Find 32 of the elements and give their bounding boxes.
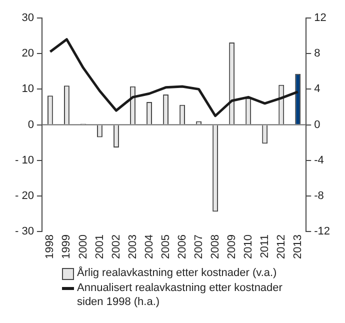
- y-tick-label: - 30: [14, 226, 34, 238]
- x-tick-label: 2004: [143, 234, 156, 260]
- x-tick-label: 2007: [192, 234, 205, 260]
- x-tick-label: 1998: [44, 234, 56, 260]
- y2-tick-label: -8: [314, 190, 324, 202]
- x-tick-label: 2010: [242, 234, 254, 260]
- y2-tick-label: 4: [314, 83, 320, 96]
- y-tick-label: 0: [28, 118, 34, 131]
- y-tick-label: 10: [22, 83, 34, 96]
- y2-tick-label: 0: [314, 118, 320, 131]
- x-tick-label: 1999: [60, 234, 73, 260]
- x-tick-label: 2013: [292, 234, 304, 260]
- legend-label: Annualisert realavkastning etter kostnader siden 1998 (h.a.): [77, 281, 284, 309]
- x-tick-label: 2002: [110, 234, 122, 260]
- y-tick-label: - 10: [14, 154, 34, 166]
- legend-label: Årlig realavkastning etter kostnader (v.a.): [77, 266, 277, 280]
- y2-tick-label: -12: [314, 226, 330, 238]
- x-tick-label: 2001: [94, 234, 106, 260]
- x-tick-label: 2006: [176, 234, 188, 260]
- x-tick-label: 2000: [77, 234, 90, 260]
- x-tick-label: 2009: [226, 234, 238, 260]
- y-tick-label: - 20: [14, 190, 34, 202]
- y-tick-label: 30: [22, 12, 34, 24]
- y2-tick-label: 12: [314, 12, 326, 24]
- x-tick-label: 2008: [209, 234, 222, 260]
- y2-tick-label: -4: [314, 154, 324, 166]
- x-tick-label: 2011: [258, 234, 271, 258]
- y2-tick-label: 8: [314, 48, 320, 60]
- y-tick-label: 20: [22, 48, 34, 60]
- x-tick-label: 2003: [126, 234, 139, 260]
- x-tick-label: 2012: [275, 234, 288, 260]
- x-tick-label: 2005: [160, 234, 172, 260]
